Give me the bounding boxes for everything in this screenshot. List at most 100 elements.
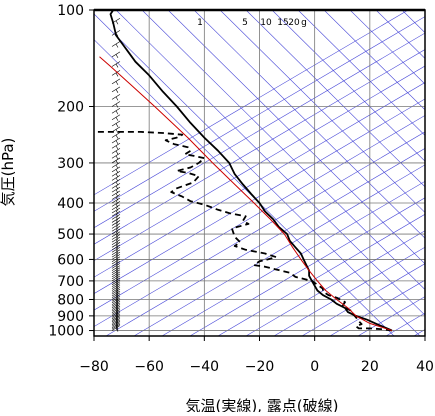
- wind-barb: [115, 319, 119, 324]
- guide-line: [329, 279, 425, 336]
- wind-barb: [115, 291, 119, 296]
- guide-line: [94, 32, 425, 229]
- wind-barb: [115, 140, 119, 145]
- y-tick-label: 200: [57, 99, 84, 115]
- guide-line: [245, 10, 425, 188]
- guide-line: [349, 10, 425, 85]
- wind-barb: [115, 295, 119, 299]
- y-tick-label: 900: [57, 309, 84, 325]
- mixing-ratio-label: 20: [288, 18, 300, 28]
- wind-barb: [115, 298, 119, 303]
- guide-line: [167, 10, 425, 265]
- wind-barb: [115, 96, 119, 101]
- y-tick-label: 800: [57, 292, 84, 308]
- wind-barb: [115, 203, 119, 208]
- wind-barb: [115, 296, 119, 301]
- wind-barb: [115, 225, 119, 230]
- mixing-ratio-label: 15: [277, 18, 288, 28]
- guide-line: [428, 10, 435, 336]
- wind-barb: [115, 207, 119, 211]
- guide-line: [385, 312, 425, 336]
- wind-barb: [115, 301, 119, 306]
- x-axis-title: 気温(実線), 露点(破線): [186, 397, 339, 412]
- wind-barb: [115, 313, 119, 318]
- y-axis-title: 気圧(hPa): [0, 138, 17, 207]
- y-tick-label: 500: [57, 227, 84, 243]
- wind-barb: [115, 54, 119, 58]
- y-tick-label: 300: [57, 156, 84, 172]
- x-tick-label: −80: [79, 359, 109, 375]
- guide-line: [94, 39, 395, 336]
- wind-barb: [115, 200, 119, 205]
- y-tick-label: 100: [57, 3, 84, 19]
- wind-barb: [115, 228, 119, 233]
- wind-barb: [115, 317, 119, 322]
- wind-barb: [115, 103, 119, 108]
- wind-barb: [115, 210, 119, 215]
- wind-barb: [115, 300, 119, 305]
- wind-barb: [115, 305, 119, 310]
- guide-line: [94, 13, 421, 336]
- guide-line: [133, 164, 425, 336]
- guide-line: [301, 263, 425, 336]
- wind-barb: [115, 81, 119, 86]
- guide-line: [115, 10, 425, 316]
- wind-barb: [115, 150, 119, 155]
- guide-line: [189, 197, 425, 336]
- guide-line: [94, 65, 425, 262]
- guide-line: [161, 180, 425, 336]
- y-tick-label: 400: [57, 196, 84, 212]
- wind-barb: [115, 43, 119, 48]
- parcel-line: [99, 56, 393, 331]
- guide-line: [105, 148, 425, 336]
- wind-barb: [115, 123, 119, 128]
- guide-line: [94, 115, 425, 311]
- guide-line: [219, 10, 425, 213]
- wind-barb: [115, 306, 119, 311]
- temperature-line: [109, 10, 393, 332]
- wind-barb: [115, 293, 119, 298]
- guide-line: [271, 10, 425, 162]
- mixing-ratio-label: 1: [197, 18, 203, 28]
- guide-line: [273, 246, 425, 336]
- guide-line: [94, 49, 425, 245]
- wind-barb: [115, 219, 119, 224]
- wind-barb: [115, 117, 119, 121]
- y-tick-label: 700: [57, 274, 84, 290]
- wind-barb: [115, 89, 119, 93]
- guide-line: [141, 10, 425, 290]
- wind-barb: [115, 325, 119, 329]
- guide-line: [323, 10, 425, 111]
- wind-barb: [115, 222, 119, 227]
- x-tick-label: 40: [416, 359, 434, 375]
- wind-barb: [115, 129, 119, 134]
- wind-barb: [115, 134, 119, 139]
- wind-barb: [115, 310, 119, 314]
- wind-barb: [115, 196, 119, 201]
- wind-barb: [115, 314, 119, 319]
- wind-barb: [115, 311, 119, 316]
- x-tick-label: 20: [361, 359, 379, 375]
- wind-barb: [115, 160, 119, 165]
- wind-barb: [115, 164, 119, 169]
- wind-barb: [115, 327, 119, 332]
- guide-line: [193, 10, 425, 239]
- x-tick-label: −20: [245, 359, 275, 375]
- y-tick-label: 600: [57, 252, 84, 268]
- wind-barb: [115, 63, 119, 68]
- wind-barb: [115, 20, 119, 25]
- wind-barb: [115, 72, 119, 77]
- guide-line: [94, 131, 425, 327]
- x-tick-label: 0: [310, 359, 319, 375]
- y-tick-label: 1000: [48, 324, 84, 340]
- guide-line: [94, 82, 425, 278]
- wind-barb: [115, 216, 119, 221]
- guide-line: [401, 10, 425, 34]
- wind-barb: [115, 145, 119, 150]
- guide-line: [94, 10, 409, 196]
- guide-line: [297, 10, 425, 136]
- x-tick-label: −60: [134, 359, 164, 375]
- wind-barb: [115, 303, 119, 308]
